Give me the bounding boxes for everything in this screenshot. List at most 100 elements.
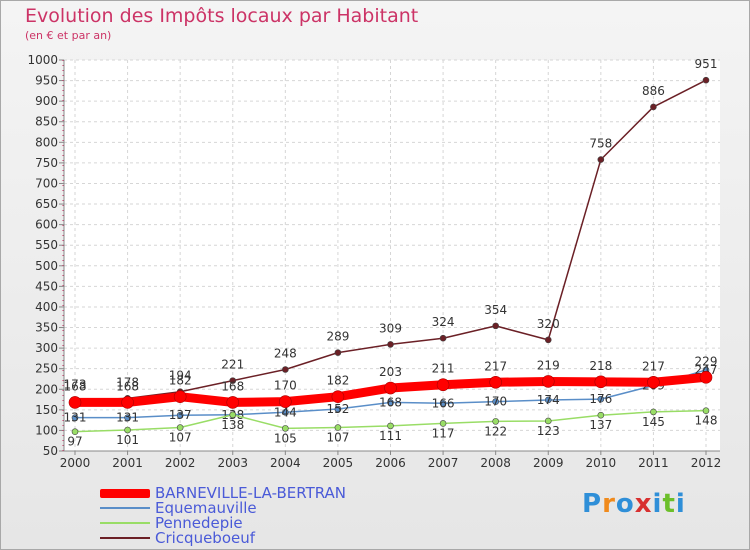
data-label: 194: [169, 369, 192, 383]
data-label: 105: [274, 431, 297, 445]
data-point: [384, 381, 397, 395]
x-tick-label: 2001: [112, 456, 143, 470]
legend-swatch-cricqueboeuf: [100, 537, 150, 539]
logo-letter: x: [634, 489, 653, 519]
data-label: 138: [221, 418, 244, 432]
x-tick-label: 2004: [270, 456, 301, 470]
data-label: 203: [379, 365, 402, 379]
data-point: [282, 409, 289, 416]
data-point: [647, 375, 660, 389]
y-tick-label: 200: [35, 382, 58, 396]
data-point: [331, 390, 345, 403]
chart-title: Evolution des Impôts locaux par Habitant: [25, 5, 419, 27]
data-point: [334, 349, 342, 356]
data-point: [176, 411, 184, 419]
y-tick-label: 50: [43, 444, 58, 458]
data-point: [124, 426, 131, 434]
data-label: 117: [432, 426, 455, 440]
data-label: 145: [642, 415, 665, 429]
y-tick-label: 750: [35, 156, 58, 170]
data-label: 170: [484, 395, 507, 409]
x-tick-label: 2008: [480, 456, 511, 470]
y-tick-label: 250: [35, 362, 58, 376]
data-point: [229, 411, 237, 419]
x-tick-label: 2010: [586, 456, 617, 470]
data-point: [334, 405, 342, 413]
data-label: 248: [274, 347, 297, 361]
data-point: [597, 395, 605, 403]
y-tick-label: 950: [35, 74, 58, 88]
data-point: [492, 322, 499, 330]
y-tick-label: 650: [35, 197, 58, 211]
logo-letter: i: [675, 489, 686, 519]
data-point: [176, 424, 184, 431]
x-tick-label: 2007: [428, 456, 459, 470]
data-label: 218: [589, 359, 612, 373]
data-point: [544, 417, 552, 425]
data-label: 101: [116, 433, 139, 447]
data-label: 168: [64, 379, 87, 393]
data-label: 221: [221, 358, 244, 372]
data-point: [71, 428, 79, 435]
data-point: [121, 396, 134, 409]
y-tick-label: 150: [35, 403, 58, 417]
data-label: 170: [274, 379, 297, 393]
data-label: 137: [169, 408, 192, 422]
data-point: [489, 375, 502, 389]
y-tick-label: 900: [35, 94, 58, 108]
data-point: [436, 378, 450, 392]
data-label: 289: [326, 330, 349, 344]
legend-swatch-equemauville: [100, 507, 150, 509]
data-point: [439, 334, 447, 342]
x-tick-label: 2009: [533, 456, 564, 470]
data-label: 886: [642, 84, 665, 98]
data-point: [439, 399, 447, 407]
y-tick-label: 600: [35, 218, 58, 232]
y-tick-label: 1000: [27, 53, 58, 67]
data-point: [439, 420, 447, 427]
data-label: 107: [326, 431, 349, 445]
x-tick-label: 2012: [691, 456, 722, 470]
logo-letter: r: [602, 489, 616, 519]
data-label: 211: [432, 362, 455, 376]
data-label: 148: [695, 414, 718, 428]
data-point: [541, 375, 555, 388]
data-point: [544, 396, 552, 404]
data-point: [702, 407, 710, 414]
y-tick-label: 300: [35, 341, 58, 355]
legend-swatch-pennedepie: [100, 522, 150, 524]
data-point: [124, 414, 131, 421]
x-tick-label: 2005: [323, 456, 354, 470]
data-label: 354: [484, 303, 507, 317]
x-tick-label: 2006: [375, 456, 406, 470]
data-label: 309: [379, 321, 402, 335]
data-label: 217: [642, 359, 665, 373]
legend-label-pennedepie: Pennedepie: [155, 514, 243, 532]
logo-letter: P: [582, 489, 603, 519]
data-label: 131: [116, 411, 139, 425]
logo-letter: i: [652, 489, 663, 519]
data-label: 168: [116, 379, 139, 393]
y-tick-label: 700: [35, 176, 58, 190]
y-tick-label: 100: [35, 423, 58, 437]
data-point: [597, 156, 605, 163]
y-tick-label: 850: [35, 115, 58, 129]
legend-label-barneville: BARNEVILLE-LA-BERTRAN: [155, 484, 347, 502]
data-point: [226, 396, 240, 409]
data-label: 144: [274, 405, 297, 419]
y-tick-label: 350: [35, 321, 58, 335]
data-label: 174: [537, 393, 560, 407]
x-tick-label: 2003: [217, 456, 248, 470]
data-point: [387, 399, 394, 406]
data-label: 166: [432, 396, 455, 410]
x-tick-label: 2002: [165, 456, 196, 470]
data-label: 122: [484, 424, 507, 438]
data-label: 168: [221, 379, 244, 393]
data-label: 173: [64, 377, 87, 391]
data-label: 168: [379, 395, 402, 409]
data-point: [68, 396, 82, 409]
data-label: 320: [537, 317, 560, 331]
y-tick-label: 500: [35, 259, 58, 273]
data-point: [229, 377, 237, 384]
